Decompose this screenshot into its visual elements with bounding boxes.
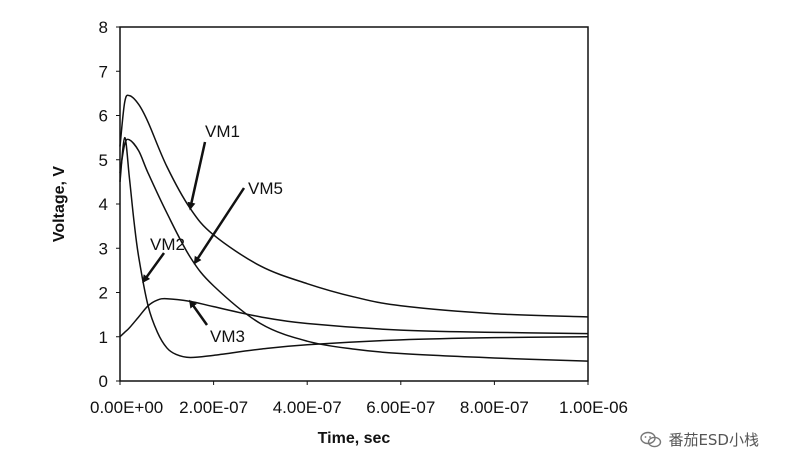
x-tick-label: 4.00E-07 xyxy=(273,398,342,417)
y-tick-label: 6 xyxy=(99,107,108,126)
x-tick-label: 2.00E-07 xyxy=(179,398,248,417)
series-line-vm2 xyxy=(119,136,589,359)
y-tick-label: 1 xyxy=(99,328,108,347)
series-line-vm1 xyxy=(119,94,589,318)
y-tick-label: 3 xyxy=(99,239,108,258)
x-tick-label: 0.00E+00 xyxy=(90,398,163,417)
annotation-arrow-vm5 xyxy=(193,187,246,265)
watermark-text: 番茄ESD小栈 xyxy=(668,431,759,449)
y-tick-label: 2 xyxy=(99,284,108,303)
y-tick-label: 4 xyxy=(99,195,108,214)
annotation-label-vm3: VM3 xyxy=(210,327,245,346)
y-axis-title: Voltage, V xyxy=(51,166,68,242)
annotation-arrow-vm2 xyxy=(142,252,166,284)
x-tick-label: 1.00E-06 xyxy=(559,398,628,417)
annotation-label-vm5: VM5 xyxy=(248,179,283,198)
annotation-label-vm2: VM2 xyxy=(150,235,185,254)
x-tick-label: 6.00E-07 xyxy=(366,398,435,417)
y-tick-label: 5 xyxy=(99,151,108,170)
y-tick-label: 7 xyxy=(99,62,108,81)
annotation-arrow-vm3 xyxy=(189,299,209,326)
y-tick-label: 0 xyxy=(99,372,108,391)
wechat-icon xyxy=(640,431,662,447)
x-tick-label: 8.00E-07 xyxy=(460,398,529,417)
watermark: 番茄ESD小栈 xyxy=(640,429,759,450)
series-line-vm5 xyxy=(119,138,589,362)
x-axis-title: Time, sec xyxy=(318,430,391,447)
annotation-arrow-vm1 xyxy=(187,141,207,211)
series-line-vm3 xyxy=(119,297,589,338)
annotation-label-vm1: VM1 xyxy=(205,122,240,141)
y-tick-label: 8 xyxy=(99,18,108,37)
